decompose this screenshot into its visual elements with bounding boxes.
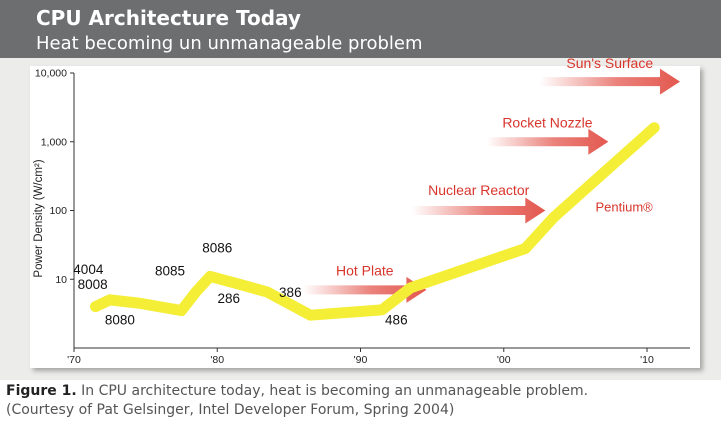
processor-label: 8086	[202, 240, 232, 255]
y-axis-label: Power Density (W/cm²)	[33, 159, 45, 277]
curve-point	[652, 126, 656, 130]
y-tick-label: 1,000	[41, 136, 67, 148]
curve-point	[108, 298, 112, 302]
reference-arrow-label: Nuclear Reactor	[428, 182, 529, 198]
x-tick-label: '90	[354, 354, 368, 366]
curve-point	[194, 290, 198, 294]
processor-label: Pentium®	[595, 199, 653, 214]
x-tick-label: '00	[497, 354, 511, 366]
processor-label: 8008	[78, 277, 108, 292]
chart-panel: 10 100 1,000 10,000 '70 '80 '90 '00 '10 Power Den…	[0, 58, 721, 380]
caption-line-1: In CPU architecture today, heat is becom…	[81, 383, 589, 399]
processor-label: 286	[217, 291, 240, 306]
plot-area	[30, 66, 700, 368]
reference-arrow	[303, 276, 427, 303]
figure-caption: Figure 1. In CPU architecture today, hea…	[6, 382, 716, 420]
curve-point	[208, 274, 212, 278]
page-title: CPU Architecture Today	[36, 6, 301, 30]
power-density-chart: 10 100 1,000 10,000 '70 '80 '90 '00 '10 Power Den…	[30, 58, 700, 368]
x-tick-label: '10	[640, 354, 654, 366]
curve-point	[136, 301, 140, 305]
y-tick-label: 10,000	[35, 68, 67, 80]
reference-arrow-label: Hot Plate	[336, 262, 394, 278]
x-tick-label: '70	[67, 354, 81, 366]
y-tick-label: 100	[49, 205, 67, 217]
processor-label: 486	[385, 312, 408, 327]
power-density-curve	[90, 122, 660, 321]
curve-point	[552, 215, 556, 219]
page-subtitle: Heat becoming un unmanageable problem	[36, 33, 423, 54]
curve-point	[265, 290, 269, 294]
reference-arrow	[412, 197, 546, 224]
figure-label: Figure 1.	[6, 383, 77, 399]
curve-point	[308, 313, 312, 317]
curve-point	[523, 247, 527, 251]
curve-point	[409, 286, 413, 290]
curve-point	[380, 308, 384, 312]
processor-label: 386	[279, 285, 302, 300]
processor-label: 8085	[155, 263, 185, 278]
processor-label: 8080	[105, 312, 135, 327]
reference-arrow	[539, 68, 680, 95]
caption-line-2: (Courtesy of Pat Gelsinger, Intel Develo…	[6, 402, 455, 418]
reference-arrow	[486, 128, 609, 155]
title-banner: CPU Architecture Today Heat becoming un …	[0, 0, 721, 58]
y-tick-label: 10	[55, 274, 67, 286]
curve-point	[93, 305, 97, 309]
reference-arrow-label: Sun's Surface	[566, 58, 653, 71]
reference-arrow-label: Rocket Nozzle	[502, 115, 592, 131]
curve-point	[237, 282, 241, 286]
processor-label: 4004	[73, 262, 104, 277]
curve-point	[179, 309, 183, 313]
x-tick-label: '80	[210, 354, 224, 366]
